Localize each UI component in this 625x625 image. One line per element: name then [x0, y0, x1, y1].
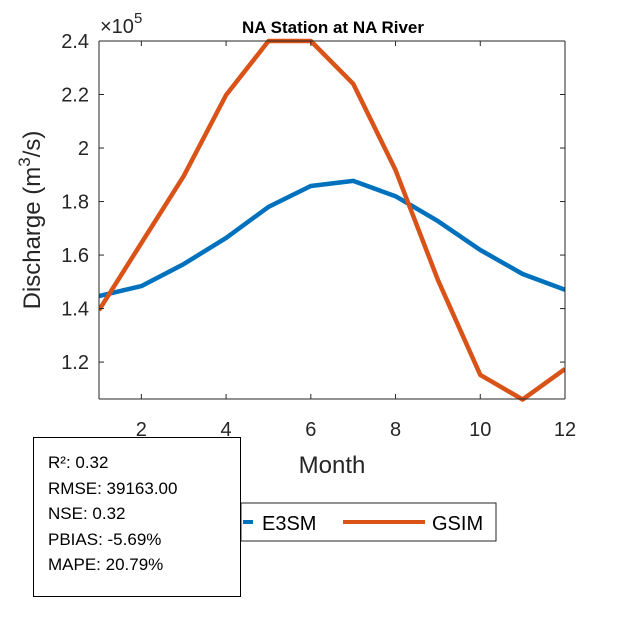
x-tick-label: 6 [305, 419, 316, 441]
y-tick-label: 1.6 [61, 245, 89, 267]
x-tick-label: 8 [390, 419, 401, 441]
y-tick-label: 1.2 [61, 352, 89, 374]
chart-title: NA Station at NA River [242, 18, 424, 37]
stats-box: R²: 0.32 RMSE: 39163.00 NSE: 0.32 PBIAS:… [33, 437, 241, 597]
stat-nse: NSE: 0.32 [48, 504, 126, 523]
x-tick-label: 12 [554, 419, 576, 441]
y-tick-label: 2.4 [61, 31, 89, 53]
stat-r2: R²: 0.32 [48, 453, 109, 472]
y-tick-label: 2 [78, 138, 89, 160]
y-tick-label: 2.2 [61, 85, 89, 107]
stat-rmse: RMSE: 39163.00 [48, 478, 178, 498]
series-line-gsim [99, 38, 565, 402]
y-exponent-label: ×105 [100, 10, 142, 38]
legend-label-gsim: GSIM [432, 513, 483, 535]
x-axis-label: Month [299, 452, 366, 479]
series-line-e3sm [99, 178, 565, 299]
y-tick-label: 1.8 [61, 192, 89, 214]
x-tick-label: 10 [469, 419, 491, 441]
x-tick-label: 4 [221, 419, 232, 441]
legend-label-e3sm: E3SM [262, 513, 316, 535]
x-tick-label: 2 [136, 419, 147, 441]
stat-pbias: PBIAS: -5.69% [48, 529, 162, 549]
y-axis-label: Discharge (m3/s) [15, 131, 46, 310]
legend: E3SM GSIM [240, 502, 497, 542]
plot-area [99, 41, 565, 399]
y-tick-label: 1.4 [61, 299, 89, 321]
stat-mape: MAPE: 20.79% [48, 555, 164, 574]
